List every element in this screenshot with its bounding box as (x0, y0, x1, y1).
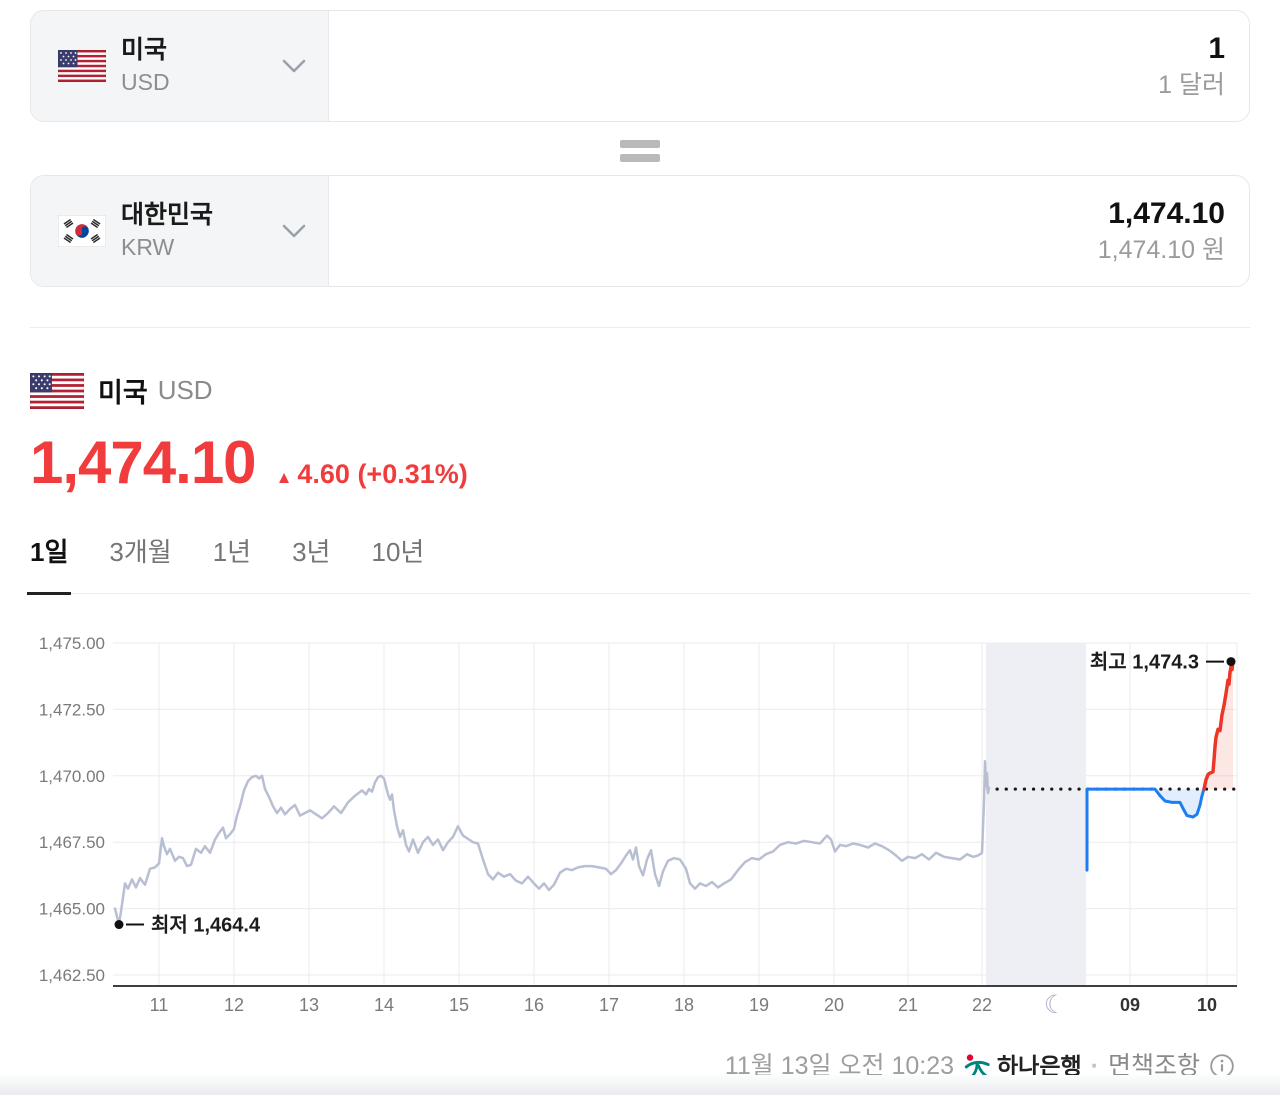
converter-row-to: 대한민국 KRW 1,474.10 1,474.10 원 (30, 175, 1250, 287)
current-rate: 1,474.10 (30, 429, 257, 496)
to-country-name: 대한민국 (121, 201, 214, 229)
data-source: 하나은행 (963, 1050, 1082, 1082)
chevron-down-icon (282, 59, 306, 73)
rate-header: 미국 USD (30, 371, 1250, 410)
rate-change-text: 4.60 (+0.31%) (297, 459, 468, 489)
x-tick: 12 (224, 995, 244, 1015)
period-tabs: 1일 3개월 1년 3년 10년 (26, 537, 1250, 595)
tab-1day[interactable]: 1일 (26, 537, 72, 595)
to-amount-display[interactable]: 1,474.10 1,474.10 원 (329, 176, 1249, 286)
exchange-rate-line-chart: 1,475.00 1,472.50 1,470.00 1,467.50 1,465.00… (39, 634, 1239, 1019)
x-tick: 16 (524, 995, 544, 1015)
rate-price-row: 1,474.10 ▲ 4.60 (+0.31%) (30, 429, 1250, 496)
currency-selector-usd[interactable]: 미국 USD (31, 11, 329, 121)
x-tick: 15 (449, 995, 469, 1015)
svg-text:1,462.50: 1,462.50 (39, 966, 105, 985)
footer-separator: · (1090, 1052, 1099, 1080)
rate-country-name: 미국 (98, 378, 148, 408)
x-tick: 13 (299, 995, 319, 1015)
swap-currencies-button[interactable] (620, 140, 660, 162)
to-amount: 1,474.10 (1108, 197, 1225, 230)
rate-currency-code: USD (157, 375, 213, 405)
x-tick: 21 (898, 995, 918, 1015)
svg-text:최고 1,474.3: 최고 1,474.3 (1090, 651, 1199, 674)
x-tick: 09 (1120, 995, 1140, 1015)
x-tick: 22 (972, 995, 992, 1015)
x-tick: 17 (599, 995, 619, 1015)
chevron-down-icon (282, 224, 306, 238)
converter-row-from: 미국 USD 1 1 달러 (30, 10, 1250, 122)
up-arrow-icon: ▲ (275, 468, 293, 487)
from-currency-code: USD (121, 69, 170, 95)
x-tick: 19 (749, 995, 769, 1015)
tab-3years[interactable]: 3년 (292, 537, 331, 567)
to-amount-label: 1,474.10 원 (1097, 236, 1225, 264)
from-amount-label: 1 달러 (1158, 71, 1225, 99)
from-amount: 1 (1208, 32, 1225, 65)
moon-icon: ☾ (1044, 991, 1066, 1019)
x-tick: 20 (824, 995, 844, 1015)
bottom-card-edge (0, 1075, 1280, 1095)
swap-bar-bottom (620, 154, 660, 162)
swap-bar-top (620, 140, 660, 148)
kr-flag-icon (58, 215, 106, 247)
us-flag-icon (58, 50, 106, 82)
svg-text:1,470.00: 1,470.00 (39, 767, 105, 786)
svg-text:1,472.50: 1,472.50 (39, 700, 105, 719)
x-tick: 10 (1197, 995, 1217, 1015)
from-amount-display[interactable]: 1 1 달러 (329, 11, 1249, 121)
svg-text:1,475.00: 1,475.00 (39, 634, 105, 653)
rate-change: ▲ 4.60 (+0.31%) (276, 459, 468, 490)
x-tick: 11 (150, 995, 169, 1015)
svg-text:최저 1,464.4: 최저 1,464.4 (151, 914, 261, 937)
currency-converter: 미국 USD 1 1 달러 (0, 0, 1280, 287)
from-country-name: 미국 (121, 36, 168, 64)
chart-area: 1,475.00 1,472.50 1,470.00 1,467.50 1,465.00… (0, 619, 1280, 1024)
svg-text:1,465.00: 1,465.00 (39, 900, 105, 919)
tab-1year[interactable]: 1년 (212, 537, 252, 567)
svg-text:1,467.50: 1,467.50 (39, 833, 105, 852)
currency-selector-krw[interactable]: 대한민국 KRW (31, 176, 329, 286)
x-tick: 14 (374, 995, 394, 1015)
tab-3months[interactable]: 3개월 (109, 537, 172, 567)
to-currency-code: KRW (121, 234, 175, 260)
data-source-name: 하나은행 (997, 1053, 1082, 1079)
us-flag-icon (30, 372, 84, 409)
tab-10years[interactable]: 10년 (371, 537, 425, 567)
section-divider (30, 327, 1250, 328)
x-tick: 18 (674, 995, 694, 1015)
